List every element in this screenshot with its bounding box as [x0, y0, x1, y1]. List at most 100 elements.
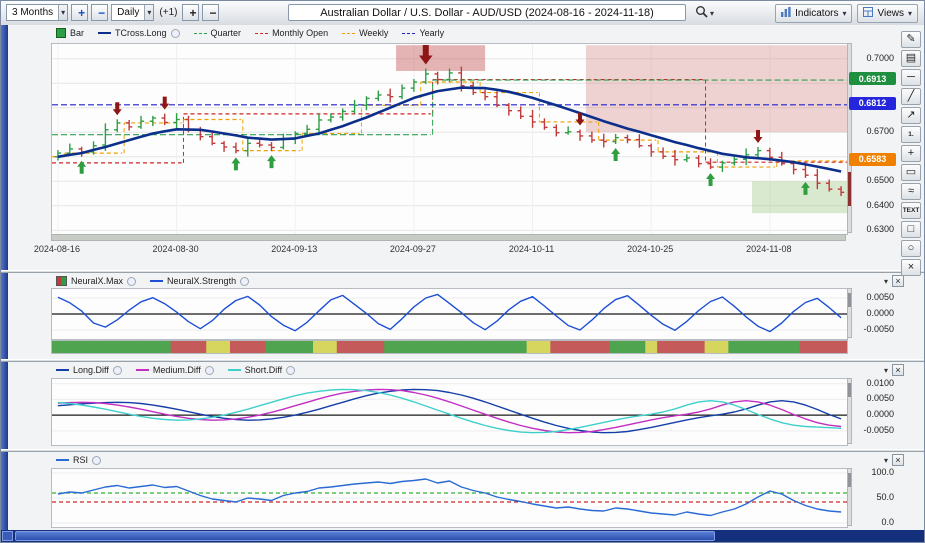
diff-axis[interactable]: 0.01000.00500.0000-0.0050 — [848, 378, 904, 444]
bars-plus-button[interactable]: + — [182, 4, 199, 21]
legend-item-weekly[interactable]: Weekly — [342, 28, 388, 38]
info-dot-icon[interactable] — [205, 366, 214, 375]
legend-item-neuralx-strength[interactable]: NeuralX.Strength — [150, 276, 249, 286]
main-chart-legend: Bar TCross.Long Quarter Monthly Open Wee… — [56, 27, 444, 39]
histogram-series-icon — [56, 276, 67, 286]
vertical-zoom-thumb[interactable] — [848, 383, 851, 397]
legend-item-rsi[interactable]: RSI — [56, 455, 101, 465]
text-tool[interactable]: TEXT — [901, 202, 921, 219]
dashed-line-icon — [402, 33, 415, 34]
info-dot-icon[interactable] — [240, 277, 249, 286]
info-dot-icon[interactable] — [113, 366, 122, 375]
diff-panel: Long.Diff Medium.Diff Short.Diff ▾ × 0.0… — [8, 362, 924, 449]
vertical-zoom-thumb[interactable] — [848, 293, 851, 307]
ellipse-tool[interactable]: ○ — [901, 240, 921, 257]
charting-app-window: 3 Months ▾ + − Daily ▾ (+1) + − Australi… — [0, 0, 925, 543]
chevron-down-icon: ▾ — [58, 5, 67, 20]
date-tick-label: 2024-08-30 — [142, 244, 210, 254]
diff-legend: Long.Diff Medium.Diff Short.Diff — [56, 364, 295, 376]
info-dot-icon[interactable] — [286, 366, 295, 375]
info-dot-icon[interactable] — [171, 29, 180, 38]
legend-label: Monthly Open — [272, 28, 328, 38]
symbol-search-button[interactable]: ▾ — [691, 4, 718, 23]
indicators-button-label: Indicators — [795, 8, 838, 19]
diff-plot[interactable] — [51, 378, 848, 446]
axis-tick-label: 0.6500 — [848, 175, 894, 185]
callout-tool[interactable]: ▭ — [901, 164, 921, 181]
vertical-zoom-thumb[interactable] — [848, 473, 851, 487]
magnifier-icon — [695, 5, 708, 23]
wave-tool[interactable]: ≈ — [901, 183, 921, 200]
price-axis[interactable]: 0.70000.67000.65000.64000.63000.69130.68… — [848, 43, 904, 233]
crosshair-tool[interactable]: + — [901, 145, 921, 162]
vertical-zoom-slider[interactable] — [847, 468, 852, 526]
legend-item-neuralx-max[interactable]: NeuralX.Max — [56, 276, 136, 286]
period-plus-button[interactable]: + — [71, 4, 88, 21]
panel-close-button[interactable]: × — [892, 364, 904, 376]
legend-item-medium-diff[interactable]: Medium.Diff — [136, 365, 214, 375]
dashed-line-icon — [255, 33, 268, 34]
panel-collapse-button[interactable]: ▾ — [884, 277, 888, 286]
info-dot-icon[interactable] — [127, 277, 136, 286]
chevron-down-icon: ▾ — [908, 9, 912, 18]
date-tick-label: 2024-09-27 — [379, 244, 447, 254]
chart-title[interactable]: Australian Dollar / U.S. Dollar - AUD/US… — [288, 4, 686, 21]
fibonacci-tool[interactable]: 1. — [901, 126, 921, 143]
pencil-tool[interactable]: ✎ — [901, 31, 921, 48]
date-tick-label: 2024-11-08 — [735, 244, 803, 254]
period-minus-button[interactable]: − — [91, 4, 108, 21]
axis-band — [51, 234, 846, 241]
rsi-panel: RSI ▾ × 100.050.00.0 — [8, 452, 924, 532]
marker-tool[interactable]: ▤ — [901, 50, 921, 67]
left-scroll-strip[interactable] — [1, 25, 8, 530]
rectangle-tool[interactable]: □ — [901, 221, 921, 238]
legend-item-tcross-long[interactable]: TCross.Long — [98, 28, 180, 38]
legend-item-quarter[interactable]: Quarter — [194, 28, 242, 38]
axis-tick-label: 0.6700 — [848, 126, 894, 136]
horizontal-line-tool[interactable]: ─ — [901, 69, 921, 86]
legend-label: Bar — [70, 28, 84, 38]
panel-collapse-button[interactable]: ▾ — [884, 456, 888, 465]
delete-tool[interactable]: × — [901, 259, 921, 276]
scrollbar-thumb[interactable] — [15, 531, 715, 541]
line-series-icon — [136, 369, 149, 371]
panel-close-button[interactable]: × — [892, 454, 904, 466]
price-chart-plot[interactable] — [51, 43, 848, 235]
legend-item-monthly-open[interactable]: Monthly Open — [255, 28, 328, 38]
main-chart-panel: Bar TCross.Long Quarter Monthly Open Wee… — [8, 25, 924, 270]
trendline-tool[interactable]: ╱ — [901, 88, 921, 105]
panel-close-button[interactable]: × — [892, 275, 904, 287]
rsi-plot[interactable] — [51, 468, 848, 528]
line-series-icon — [56, 459, 69, 461]
date-tick-label: 2024-08-16 — [23, 244, 91, 254]
neuralx-axis[interactable]: 0.00500.0000-0.0050 — [848, 288, 904, 338]
date-axis[interactable]: 2024-08-162024-08-302024-09-132024-09-27… — [51, 244, 846, 256]
line-series-icon — [150, 280, 163, 282]
rsi-legend: RSI — [56, 454, 101, 466]
legend-item-yearly[interactable]: Yearly — [402, 28, 444, 38]
views-button-label: Views — [877, 8, 904, 19]
horizontal-scrollbar[interactable] — [1, 530, 924, 542]
views-button[interactable]: Views ▾ — [857, 4, 918, 23]
line-series-icon — [228, 369, 241, 371]
legend-item-long-diff[interactable]: Long.Diff — [56, 365, 122, 375]
legend-item-bar[interactable]: Bar — [56, 28, 84, 38]
vertical-zoom-slider[interactable] — [847, 378, 852, 444]
bars-minus-button[interactable]: − — [202, 4, 219, 21]
neuralx-plot[interactable] — [51, 288, 848, 340]
arrow-tool[interactable]: ↗ — [901, 107, 921, 124]
legend-label: Weekly — [359, 28, 388, 38]
range-select[interactable]: 3 Months ▾ — [6, 4, 68, 21]
scrollbar-left-button[interactable] — [2, 531, 13, 541]
price-badge: 0.6913 — [849, 72, 896, 85]
panel-collapse-button[interactable]: ▾ — [884, 366, 888, 375]
legend-item-short-diff[interactable]: Short.Diff — [228, 365, 295, 375]
axis-tick-label: 0.0000 — [848, 409, 894, 419]
info-dot-icon[interactable] — [92, 456, 101, 465]
vertical-zoom-slider[interactable] — [847, 288, 852, 338]
views-icon — [863, 7, 873, 20]
axis-tick-label: 0.6400 — [848, 200, 894, 210]
interval-select[interactable]: Daily ▾ — [111, 4, 154, 21]
rsi-axis[interactable]: 100.050.00.0 — [848, 468, 904, 526]
indicators-button[interactable]: Indicators ▾ — [775, 4, 852, 23]
